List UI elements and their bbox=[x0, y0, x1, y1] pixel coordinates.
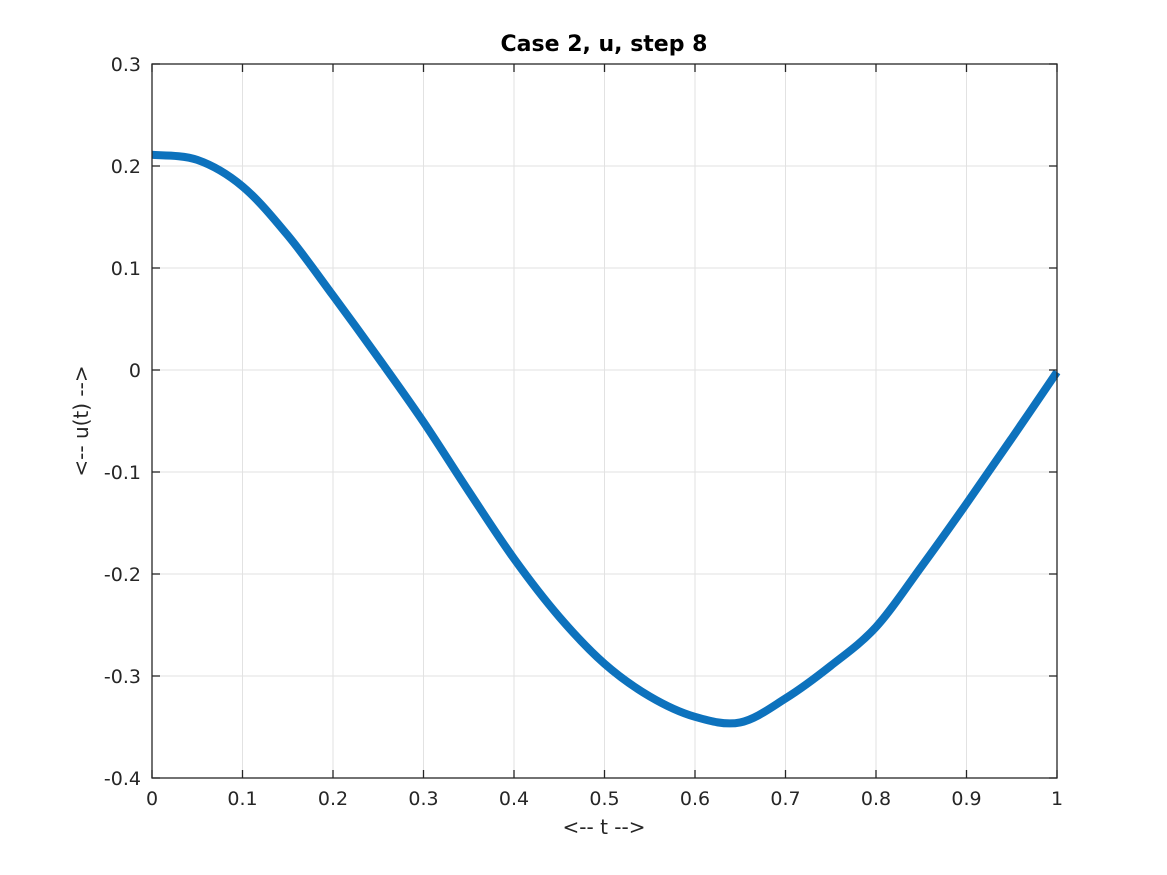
u-curve bbox=[151, 150, 1061, 728]
tick-marks bbox=[151, 63, 1058, 779]
x-tick-label: 0.3 bbox=[408, 788, 438, 810]
y-tick-label: -0.1 bbox=[104, 462, 141, 484]
y-tick-labels: -0.4 -0.3 -0.2 -0.1 0 0.1 0.2 0.3 bbox=[104, 54, 141, 790]
grid-lines bbox=[151, 63, 1058, 779]
x-tick-label: 0.6 bbox=[680, 788, 710, 810]
x-tick-label: 1 bbox=[1051, 788, 1063, 810]
y-tick-label: -0.4 bbox=[104, 768, 141, 790]
y-tick-label: 0.2 bbox=[111, 156, 141, 178]
y-tick-label: -0.2 bbox=[104, 564, 141, 586]
x-tick-label: 0.9 bbox=[951, 788, 981, 810]
y-tick-label: 0.3 bbox=[111, 54, 141, 76]
x-tick-labels: 0 0.1 0.2 0.3 0.4 0.5 0.6 0.7 0.8 0.9 1 bbox=[146, 788, 1063, 810]
x-axis-label: <-- t --> bbox=[563, 815, 646, 839]
x-tick-label: 0.7 bbox=[770, 788, 800, 810]
y-axis-label: <-- u(t) --> bbox=[69, 365, 93, 476]
x-tick-label: 0.4 bbox=[499, 788, 529, 810]
x-tick-label: 0.1 bbox=[227, 788, 257, 810]
curve-layer bbox=[151, 150, 1061, 728]
x-tick-label: 0.5 bbox=[589, 788, 619, 810]
plot-title: Case 2, u, step 8 bbox=[501, 32, 708, 57]
y-tick-label: 0 bbox=[129, 360, 141, 382]
y-tick-label: -0.3 bbox=[104, 666, 141, 688]
x-tick-label: 0.8 bbox=[861, 788, 891, 810]
x-tick-label: 0.2 bbox=[318, 788, 348, 810]
y-tick-label: 0.1 bbox=[111, 258, 141, 280]
x-tick-label: 0 bbox=[146, 788, 158, 810]
